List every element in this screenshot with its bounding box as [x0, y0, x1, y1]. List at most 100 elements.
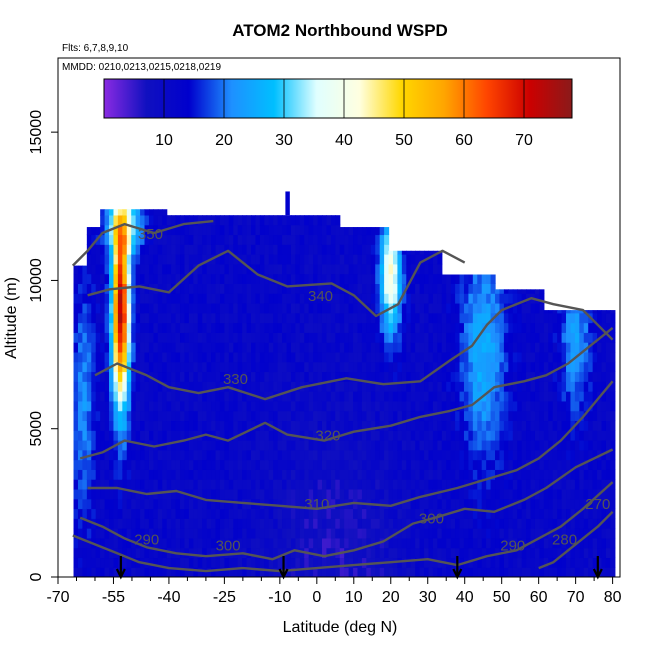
- heatmap-cell: [534, 557, 540, 568]
- heatmap-cell: [361, 371, 367, 382]
- heatmap-cell: [277, 449, 283, 461]
- heatmap-cell: [122, 381, 128, 392]
- heatmap-cell: [206, 508, 212, 519]
- contour-label: 330: [223, 371, 248, 388]
- heatmap-cell: [91, 400, 97, 412]
- heatmap-cell: [282, 332, 288, 343]
- heatmap-cell: [521, 430, 527, 441]
- heatmap-cell: [321, 263, 328, 275]
- heatmap-cell: [406, 381, 412, 392]
- heatmap-cell: [521, 322, 527, 333]
- heatmap-cell: [463, 508, 470, 519]
- heatmap-cell: [361, 361, 367, 373]
- heatmap-cell: [366, 449, 372, 461]
- heatmap-cell: [379, 459, 385, 470]
- heatmap-cell: [579, 332, 585, 343]
- heatmap-cell: [432, 312, 438, 324]
- heatmap-cell: [477, 567, 483, 577]
- heatmap-cell: [184, 498, 190, 510]
- heatmap-cell: [282, 488, 288, 500]
- heatmap-cell: [503, 439, 509, 451]
- heatmap-cell: [180, 302, 186, 314]
- heatmap-cell: [86, 557, 92, 568]
- heatmap-cell: [290, 224, 296, 236]
- heatmap-cell: [490, 400, 496, 412]
- heatmap-cell: [82, 449, 88, 461]
- heatmap-cell: [557, 430, 563, 441]
- heatmap-cell: [144, 244, 150, 255]
- heatmap-cell: [95, 312, 101, 324]
- heatmap-cell: [570, 322, 576, 333]
- heatmap-cell: [277, 342, 283, 353]
- heatmap-cell: [211, 322, 217, 333]
- heatmap-cell: [295, 293, 301, 304]
- heatmap-cell: [264, 488, 270, 500]
- heatmap-cell: [583, 400, 589, 412]
- heatmap-cell: [197, 391, 203, 402]
- heatmap-cell: [224, 391, 230, 402]
- heatmap-cell: [117, 547, 123, 559]
- heatmap-cell: [517, 361, 523, 373]
- heatmap-cell: [237, 449, 243, 461]
- heatmap-cell: [224, 449, 230, 461]
- heatmap-cell: [526, 547, 532, 559]
- heatmap-cell: [406, 557, 412, 568]
- heatmap-cell: [432, 342, 438, 353]
- heatmap-cell: [317, 508, 323, 519]
- heatmap-cell: [228, 371, 234, 382]
- heatmap-cell: [570, 371, 576, 382]
- heatmap-cell: [193, 420, 199, 431]
- heatmap-cell: [370, 283, 376, 294]
- heatmap-cell: [499, 400, 505, 412]
- heatmap-cell: [193, 508, 199, 519]
- heatmap-cell: [588, 469, 594, 480]
- heatmap-cell: [459, 293, 465, 304]
- heatmap-cell: [273, 283, 279, 294]
- heatmap-cell: [259, 332, 265, 343]
- heatmap-cell: [251, 439, 257, 451]
- heatmap-cell: [459, 381, 465, 392]
- heatmap-cell: [166, 322, 172, 333]
- heatmap-cell: [561, 322, 567, 333]
- heatmap-cell: [543, 361, 549, 373]
- heatmap-cell: [73, 449, 79, 461]
- heatmap-cell: [259, 537, 265, 549]
- heatmap-cell: [215, 439, 221, 451]
- heatmap-cell: [135, 371, 141, 382]
- heatmap-cell: [215, 400, 221, 412]
- heatmap-cell: [91, 479, 97, 490]
- heatmap-cell: [193, 547, 199, 559]
- heatmap-cell: [175, 391, 181, 402]
- heatmap-cell: [140, 537, 146, 549]
- heatmap-cell: [557, 479, 563, 490]
- heatmap-cell: [82, 537, 88, 549]
- heatmap-cell: [517, 439, 523, 451]
- heatmap-cell: [202, 420, 208, 431]
- heatmap-cell: [242, 537, 248, 549]
- heatmap-cell: [432, 332, 438, 343]
- heatmap-cell: [424, 488, 430, 500]
- heatmap-cell: [517, 322, 523, 333]
- heatmap-cell: [104, 537, 110, 549]
- heatmap-cell: [357, 547, 363, 559]
- heatmap-cell: [175, 234, 181, 245]
- heatmap-cell: [401, 439, 407, 451]
- heatmap-cell: [424, 312, 430, 324]
- heatmap-cell: [273, 224, 279, 236]
- heatmap-cell: [308, 293, 314, 304]
- heatmap-cell: [184, 342, 190, 353]
- heatmap-cell: [348, 391, 354, 402]
- heatmap-cell: [140, 400, 146, 412]
- heatmap-cell: [188, 234, 194, 245]
- heatmap-cell: [299, 224, 305, 236]
- heatmap-cell: [166, 215, 172, 226]
- heatmap-cell: [370, 528, 376, 539]
- heatmap-cell: [140, 449, 146, 461]
- heatmap-cell: [499, 342, 505, 353]
- heatmap-cell: [202, 547, 208, 559]
- heatmap-cell: [122, 322, 128, 333]
- heatmap-cell: [539, 537, 545, 549]
- heatmap-cell: [308, 351, 314, 363]
- heatmap-cell: [321, 488, 328, 500]
- heatmap-cell: [566, 479, 572, 490]
